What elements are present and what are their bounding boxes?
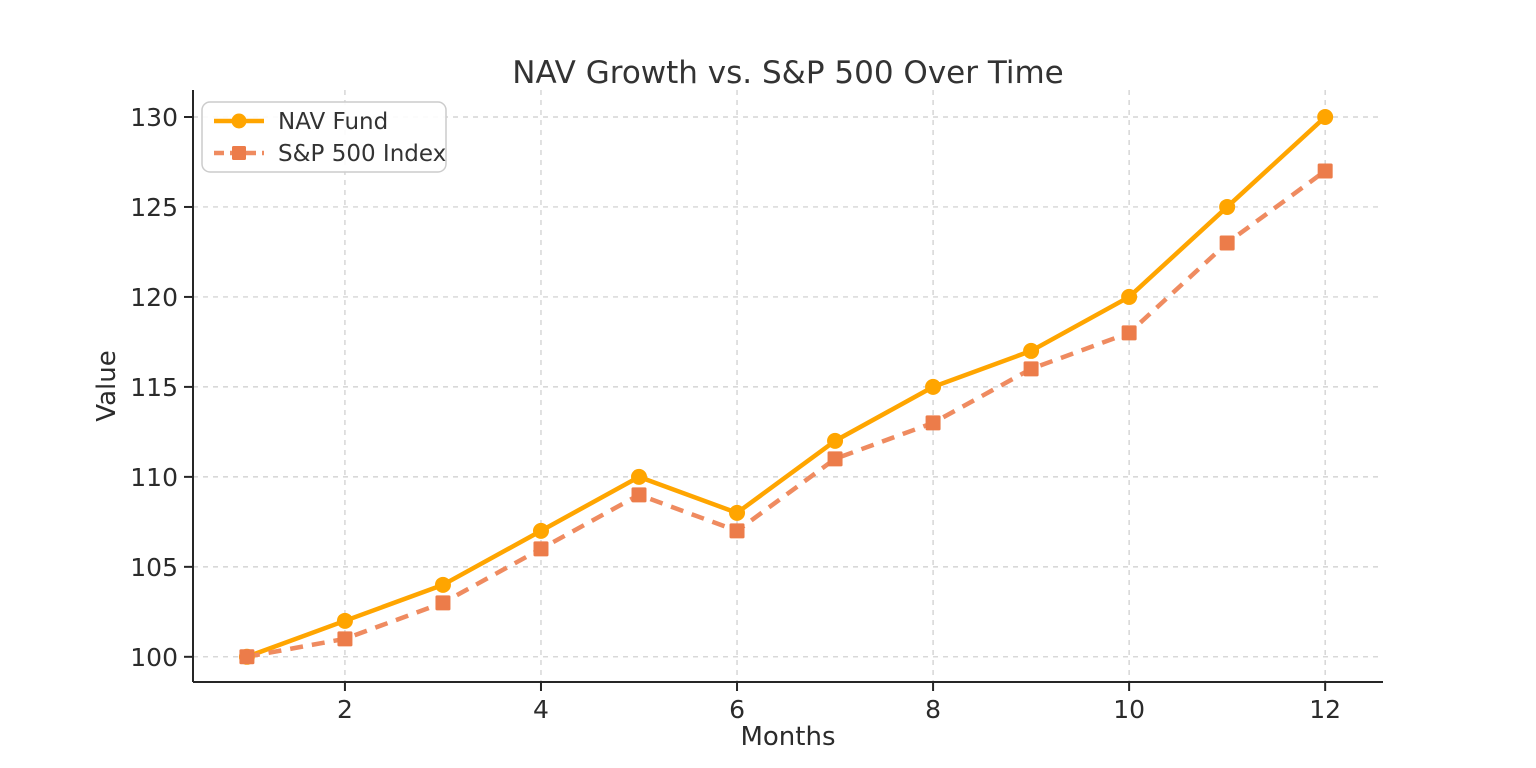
data-point-marker bbox=[239, 649, 255, 665]
data-point-marker bbox=[1023, 361, 1039, 377]
axis-ticks bbox=[184, 115, 1327, 691]
data-point-marker bbox=[1219, 198, 1236, 215]
legend-label: S&P 500 Index bbox=[278, 141, 446, 167]
x-tick-label: 10 bbox=[1113, 695, 1145, 724]
data-point-marker bbox=[631, 487, 647, 503]
data-series bbox=[238, 108, 1334, 665]
data-point-marker bbox=[1219, 235, 1235, 251]
x-tick-label: 6 bbox=[729, 695, 745, 724]
data-point-marker bbox=[336, 612, 353, 629]
data-point-marker bbox=[1121, 288, 1138, 305]
y-tick-label: 100 bbox=[130, 643, 178, 672]
series-line-s-p-500-index bbox=[246, 169, 1327, 660]
axis-tick-labels: 100 105 110 115 120 125 130 2 4 6 8 10 12 bbox=[130, 103, 1341, 724]
data-point-marker bbox=[434, 576, 451, 593]
x-tick-label: 8 bbox=[925, 695, 941, 724]
data-point-marker bbox=[729, 523, 745, 539]
y-axis-label: Value bbox=[92, 350, 122, 421]
y-tick-label: 120 bbox=[130, 283, 178, 312]
data-point-marker bbox=[1317, 108, 1334, 125]
legend-marker-circle bbox=[231, 113, 247, 129]
gridlines bbox=[193, 90, 1383, 682]
data-point-marker bbox=[827, 432, 844, 449]
data-point-marker bbox=[1317, 163, 1333, 179]
chart-title: NAV Growth vs. S&P 500 Over Time bbox=[512, 55, 1063, 91]
y-tick-label: 110 bbox=[130, 463, 178, 492]
y-tick-label: 115 bbox=[130, 373, 178, 402]
series-line-nav-fund bbox=[246, 115, 1327, 659]
x-tick-label: 2 bbox=[337, 695, 353, 724]
data-point-marker bbox=[631, 468, 648, 485]
x-tick-label: 4 bbox=[533, 695, 549, 724]
data-point-marker bbox=[435, 595, 451, 611]
data-point-marker bbox=[925, 378, 942, 395]
legend-label: NAV Fund bbox=[278, 109, 388, 135]
data-point-marker bbox=[729, 504, 746, 521]
y-tick-label: 125 bbox=[130, 193, 178, 222]
x-axis-label: Months bbox=[740, 722, 835, 752]
data-point-marker bbox=[925, 415, 941, 431]
data-point-marker bbox=[532, 522, 549, 539]
data-point-marker bbox=[1121, 325, 1137, 341]
legend-marker-square bbox=[232, 146, 246, 160]
data-point-marker bbox=[533, 541, 549, 557]
data-point-marker bbox=[827, 451, 843, 467]
legend: NAV Fund S&P 500 Index bbox=[201, 101, 447, 173]
data-point-marker bbox=[337, 631, 353, 647]
y-tick-label: 130 bbox=[130, 103, 178, 132]
data-point-marker bbox=[1023, 342, 1040, 359]
axes-spines bbox=[192, 90, 1383, 683]
y-tick-label: 105 bbox=[130, 553, 178, 582]
x-tick-label: 12 bbox=[1309, 695, 1341, 724]
